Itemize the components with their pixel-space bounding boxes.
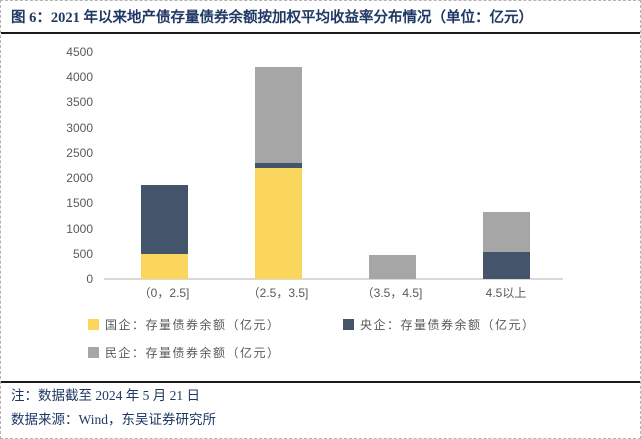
figure-title: 图 6：2021 年以来地产债存量债券余额按加权平均收益率分布情况（单位：亿元）	[11, 10, 533, 26]
y-axis-tick-label: 500	[72, 246, 93, 261]
y-axis-tick-label: 0	[86, 272, 93, 286]
legend-swatch-minqi	[88, 347, 99, 358]
legend-label-minqi: 民企：存量债券余额（亿元）	[105, 346, 281, 360]
note-date: 注：数据截至 2024 年 5 月 21 日	[11, 388, 200, 403]
bar-segment	[140, 253, 188, 279]
legend-item-minqi: 民企：存量债券余额（亿元）	[88, 344, 281, 361]
bar-segment	[254, 163, 302, 168]
bar-segment	[254, 67, 302, 163]
bar-segment	[368, 255, 416, 279]
bar-segment	[254, 168, 302, 279]
y-axis-tick-label: 4000	[66, 70, 93, 85]
x-axis-line	[104, 278, 563, 280]
legend-swatch-yangqi	[343, 319, 354, 330]
legend-item-guoqi: 国企：存量债券余额（亿元）	[88, 316, 281, 333]
x-axis-tick-label: （3.5，4.5]	[361, 286, 423, 300]
y-axis-tick-label: 2000	[66, 171, 93, 186]
x-axis-tick-label: （2.5，3.5]	[247, 286, 309, 300]
y-axis-tick-label: 1500	[66, 196, 93, 211]
bar-segment	[482, 211, 530, 252]
legend-item-yangqi: 央企：存量债券余额（亿元）	[343, 316, 536, 333]
y-axis-tick-label: 2500	[66, 145, 93, 160]
legend-swatch-guoqi	[88, 319, 99, 330]
y-axis-tick-label: 3000	[66, 120, 93, 135]
x-axis-tick-label: （0，2.5]	[138, 286, 190, 300]
bar-segment	[482, 251, 530, 279]
legend-label-yangqi: 央企：存量债券余额（亿元）	[360, 318, 536, 332]
note-source: 数据来源：Wind，东吴证券研究所	[11, 412, 216, 427]
title-separator-line	[1, 32, 640, 34]
x-axis-tick-label: 4.5以上	[485, 286, 527, 300]
y-axis-tick-label: 4500	[66, 45, 93, 59]
legend-label-guoqi: 国企：存量债券余额（亿元）	[105, 318, 281, 332]
notes-separator-line	[1, 381, 640, 383]
y-axis-tick-label: 3500	[66, 95, 93, 110]
bar-segment	[140, 184, 188, 254]
y-axis-tick-label: 1000	[66, 221, 93, 236]
